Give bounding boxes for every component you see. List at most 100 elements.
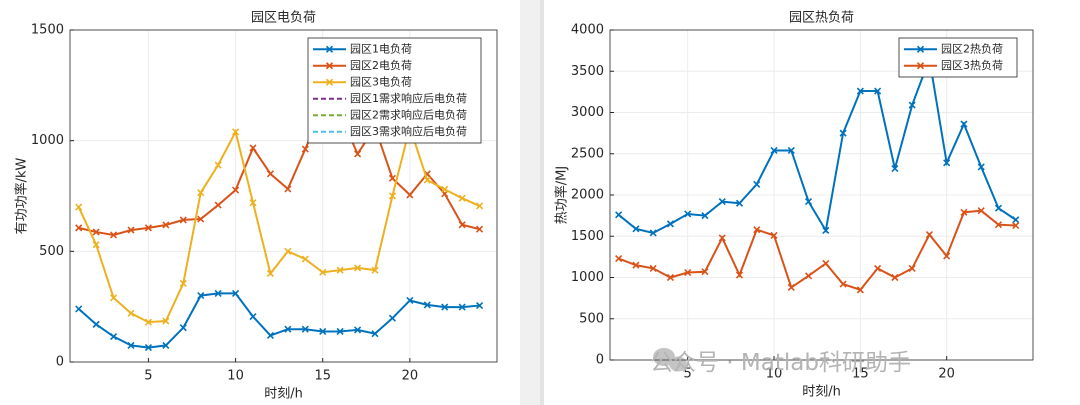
marker (718, 234, 726, 242)
marker (441, 303, 449, 311)
marker (874, 87, 882, 95)
marker (441, 185, 449, 193)
marker (127, 226, 135, 234)
legend-label: 园区2需求响应后电负荷 (350, 107, 467, 121)
marker (458, 194, 466, 202)
marker (649, 229, 657, 237)
marker (701, 212, 709, 220)
marker (197, 292, 205, 300)
marker (336, 266, 344, 274)
legend-label: 园区2热负荷 (941, 41, 1003, 55)
marker (319, 327, 327, 336)
x-tick-label: 15 (852, 367, 869, 382)
series-line (618, 55, 1017, 235)
marker (994, 221, 1003, 229)
y-tick-label: 3500 (571, 64, 604, 79)
legend-marker (325, 62, 334, 70)
marker (249, 313, 257, 321)
legend-box (898, 37, 1018, 78)
marker (753, 180, 761, 188)
marker (162, 317, 170, 325)
marker (214, 161, 222, 169)
marker (735, 199, 744, 207)
marker (822, 226, 830, 235)
marker (960, 120, 968, 128)
marker (684, 210, 692, 218)
marker (943, 159, 951, 167)
marker (925, 231, 933, 239)
y-tick-label: 0 (596, 353, 604, 368)
marker (822, 259, 830, 268)
series-line (78, 106, 480, 236)
marker (144, 318, 152, 326)
marker (354, 150, 362, 158)
y-tick-label: 3000 (571, 105, 604, 120)
legend-label: 园区1需求响应后电负荷 (350, 91, 467, 105)
marker (787, 283, 795, 291)
marker (770, 231, 778, 239)
marker (354, 264, 362, 272)
marker (476, 301, 484, 310)
marker (804, 198, 813, 206)
y-tick-label: 2000 (571, 188, 604, 203)
marker (75, 203, 83, 211)
marker (684, 268, 692, 277)
legend-label: 园区1电负荷 (350, 41, 412, 55)
marker (232, 128, 240, 136)
marker (632, 261, 640, 269)
marker (197, 215, 205, 223)
marker (839, 129, 847, 137)
y-tick-label: 2500 (571, 146, 604, 161)
chart-title: 园区电负荷 (251, 11, 316, 26)
marker (301, 325, 309, 333)
legend-box (307, 37, 482, 144)
marker (891, 273, 899, 282)
marker (232, 186, 240, 194)
x-tick-label: 10 (227, 369, 244, 384)
y-tick-label: 1000 (571, 270, 604, 285)
marker (388, 314, 396, 322)
marker (701, 268, 709, 276)
marker (908, 264, 916, 272)
marker (874, 264, 882, 272)
marker (856, 286, 864, 294)
marker (458, 221, 466, 229)
y-tick-label: 500 (579, 311, 604, 326)
marker (266, 269, 274, 278)
y-tick-label: 500 (39, 244, 64, 259)
marker (144, 344, 152, 352)
marker (908, 101, 916, 109)
marker (301, 145, 309, 153)
marker (197, 189, 205, 197)
x-axis-label: 时刻/h (264, 387, 303, 402)
marker (284, 185, 292, 193)
y-axis-label: 热功率/MJ (554, 166, 570, 224)
marker (214, 289, 222, 297)
marker (92, 228, 100, 236)
marker (476, 225, 484, 233)
marker (977, 207, 985, 215)
marker (458, 303, 466, 311)
marker (960, 208, 968, 216)
marker (1012, 216, 1020, 224)
marker (406, 191, 414, 199)
marker (856, 87, 864, 95)
marker (753, 226, 761, 234)
plot-frame (69, 29, 498, 363)
marker (162, 221, 170, 229)
marker (301, 255, 309, 263)
marker (406, 296, 414, 305)
marker (75, 224, 83, 232)
marker (110, 294, 118, 302)
x-tick-label: 5 (684, 367, 692, 382)
marker (179, 216, 187, 224)
marker (179, 279, 187, 287)
legend-marker (916, 62, 925, 70)
x-tick-label: 10 (766, 367, 783, 382)
x-tick-label: 20 (938, 367, 955, 382)
marker (718, 198, 726, 206)
marker (735, 271, 744, 279)
marker (666, 220, 674, 228)
marker (127, 309, 135, 317)
